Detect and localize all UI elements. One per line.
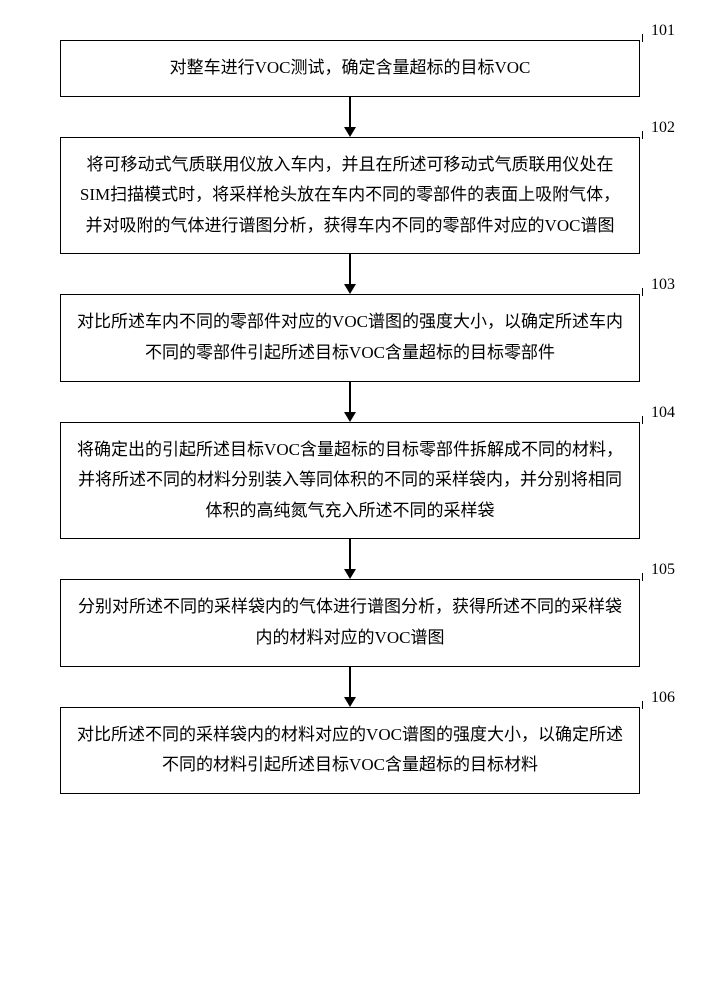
- step-text: 将确定出的引起所述目标VOC含量超标的目标零部件拆解成不同的材料，并将所述不同的…: [77, 440, 623, 520]
- step-number: 104: [651, 404, 675, 422]
- flow-step: 将可移动式气质联用仪放入车内，并且在所述可移动式气质联用仪处在SIM扫描模式时，…: [30, 137, 685, 255]
- arrow-connector: [30, 97, 685, 137]
- arrow-connector: [30, 382, 685, 422]
- flow-step: 将确定出的引起所述目标VOC含量超标的目标零部件拆解成不同的材料，并将所述不同的…: [30, 422, 685, 540]
- num-lead-line: [642, 34, 643, 42]
- flow-step: 对比所述不同的采样袋内的材料对应的VOC谱图的强度大小，以确定所述不同的材料引起…: [30, 707, 685, 794]
- step-number: 101: [651, 22, 675, 40]
- arrow-connector: [30, 539, 685, 579]
- step-box-104: 将确定出的引起所述目标VOC含量超标的目标零部件拆解成不同的材料，并将所述不同的…: [60, 422, 640, 540]
- step-text: 对整车进行VOC测试，确定含量超标的目标VOC: [170, 58, 531, 77]
- num-lead-line: [642, 288, 643, 296]
- step-box-106: 对比所述不同的采样袋内的材料对应的VOC谱图的强度大小，以确定所述不同的材料引起…: [60, 707, 640, 794]
- arrow-connector: [30, 667, 685, 707]
- flow-step: 对整车进行VOC测试，确定含量超标的目标VOC 101: [30, 40, 685, 97]
- arrow-connector: [30, 254, 685, 294]
- num-lead-line: [642, 701, 643, 709]
- flow-step: 对比所述车内不同的零部件对应的VOC谱图的强度大小，以确定所述车内不同的零部件引…: [30, 294, 685, 381]
- step-box-105: 分别对所述不同的采样袋内的气体进行谱图分析，获得所述不同的采样袋内的材料对应的V…: [60, 579, 640, 666]
- step-number: 102: [651, 119, 675, 137]
- num-lead-line: [642, 416, 643, 424]
- step-box-102: 将可移动式气质联用仪放入车内，并且在所述可移动式气质联用仪处在SIM扫描模式时，…: [60, 137, 640, 255]
- num-lead-line: [642, 131, 643, 139]
- step-box-103: 对比所述车内不同的零部件对应的VOC谱图的强度大小，以确定所述车内不同的零部件引…: [60, 294, 640, 381]
- step-text: 对比所述车内不同的零部件对应的VOC谱图的强度大小，以确定所述车内不同的零部件引…: [77, 312, 623, 362]
- flowchart-container: 对整车进行VOC测试，确定含量超标的目标VOC 101 将可移动式气质联用仪放入…: [30, 40, 685, 794]
- step-text: 对比所述不同的采样袋内的材料对应的VOC谱图的强度大小，以确定所述不同的材料引起…: [77, 725, 623, 775]
- step-text: 将可移动式气质联用仪放入车内，并且在所述可移动式气质联用仪处在SIM扫描模式时，…: [80, 155, 620, 235]
- step-number: 106: [651, 689, 675, 707]
- num-lead-line: [642, 573, 643, 581]
- step-box-101: 对整车进行VOC测试，确定含量超标的目标VOC: [60, 40, 640, 97]
- step-number: 105: [651, 561, 675, 579]
- flow-step: 分别对所述不同的采样袋内的气体进行谱图分析，获得所述不同的采样袋内的材料对应的V…: [30, 579, 685, 666]
- step-number: 103: [651, 276, 675, 294]
- step-text: 分别对所述不同的采样袋内的气体进行谱图分析，获得所述不同的采样袋内的材料对应的V…: [78, 597, 622, 647]
